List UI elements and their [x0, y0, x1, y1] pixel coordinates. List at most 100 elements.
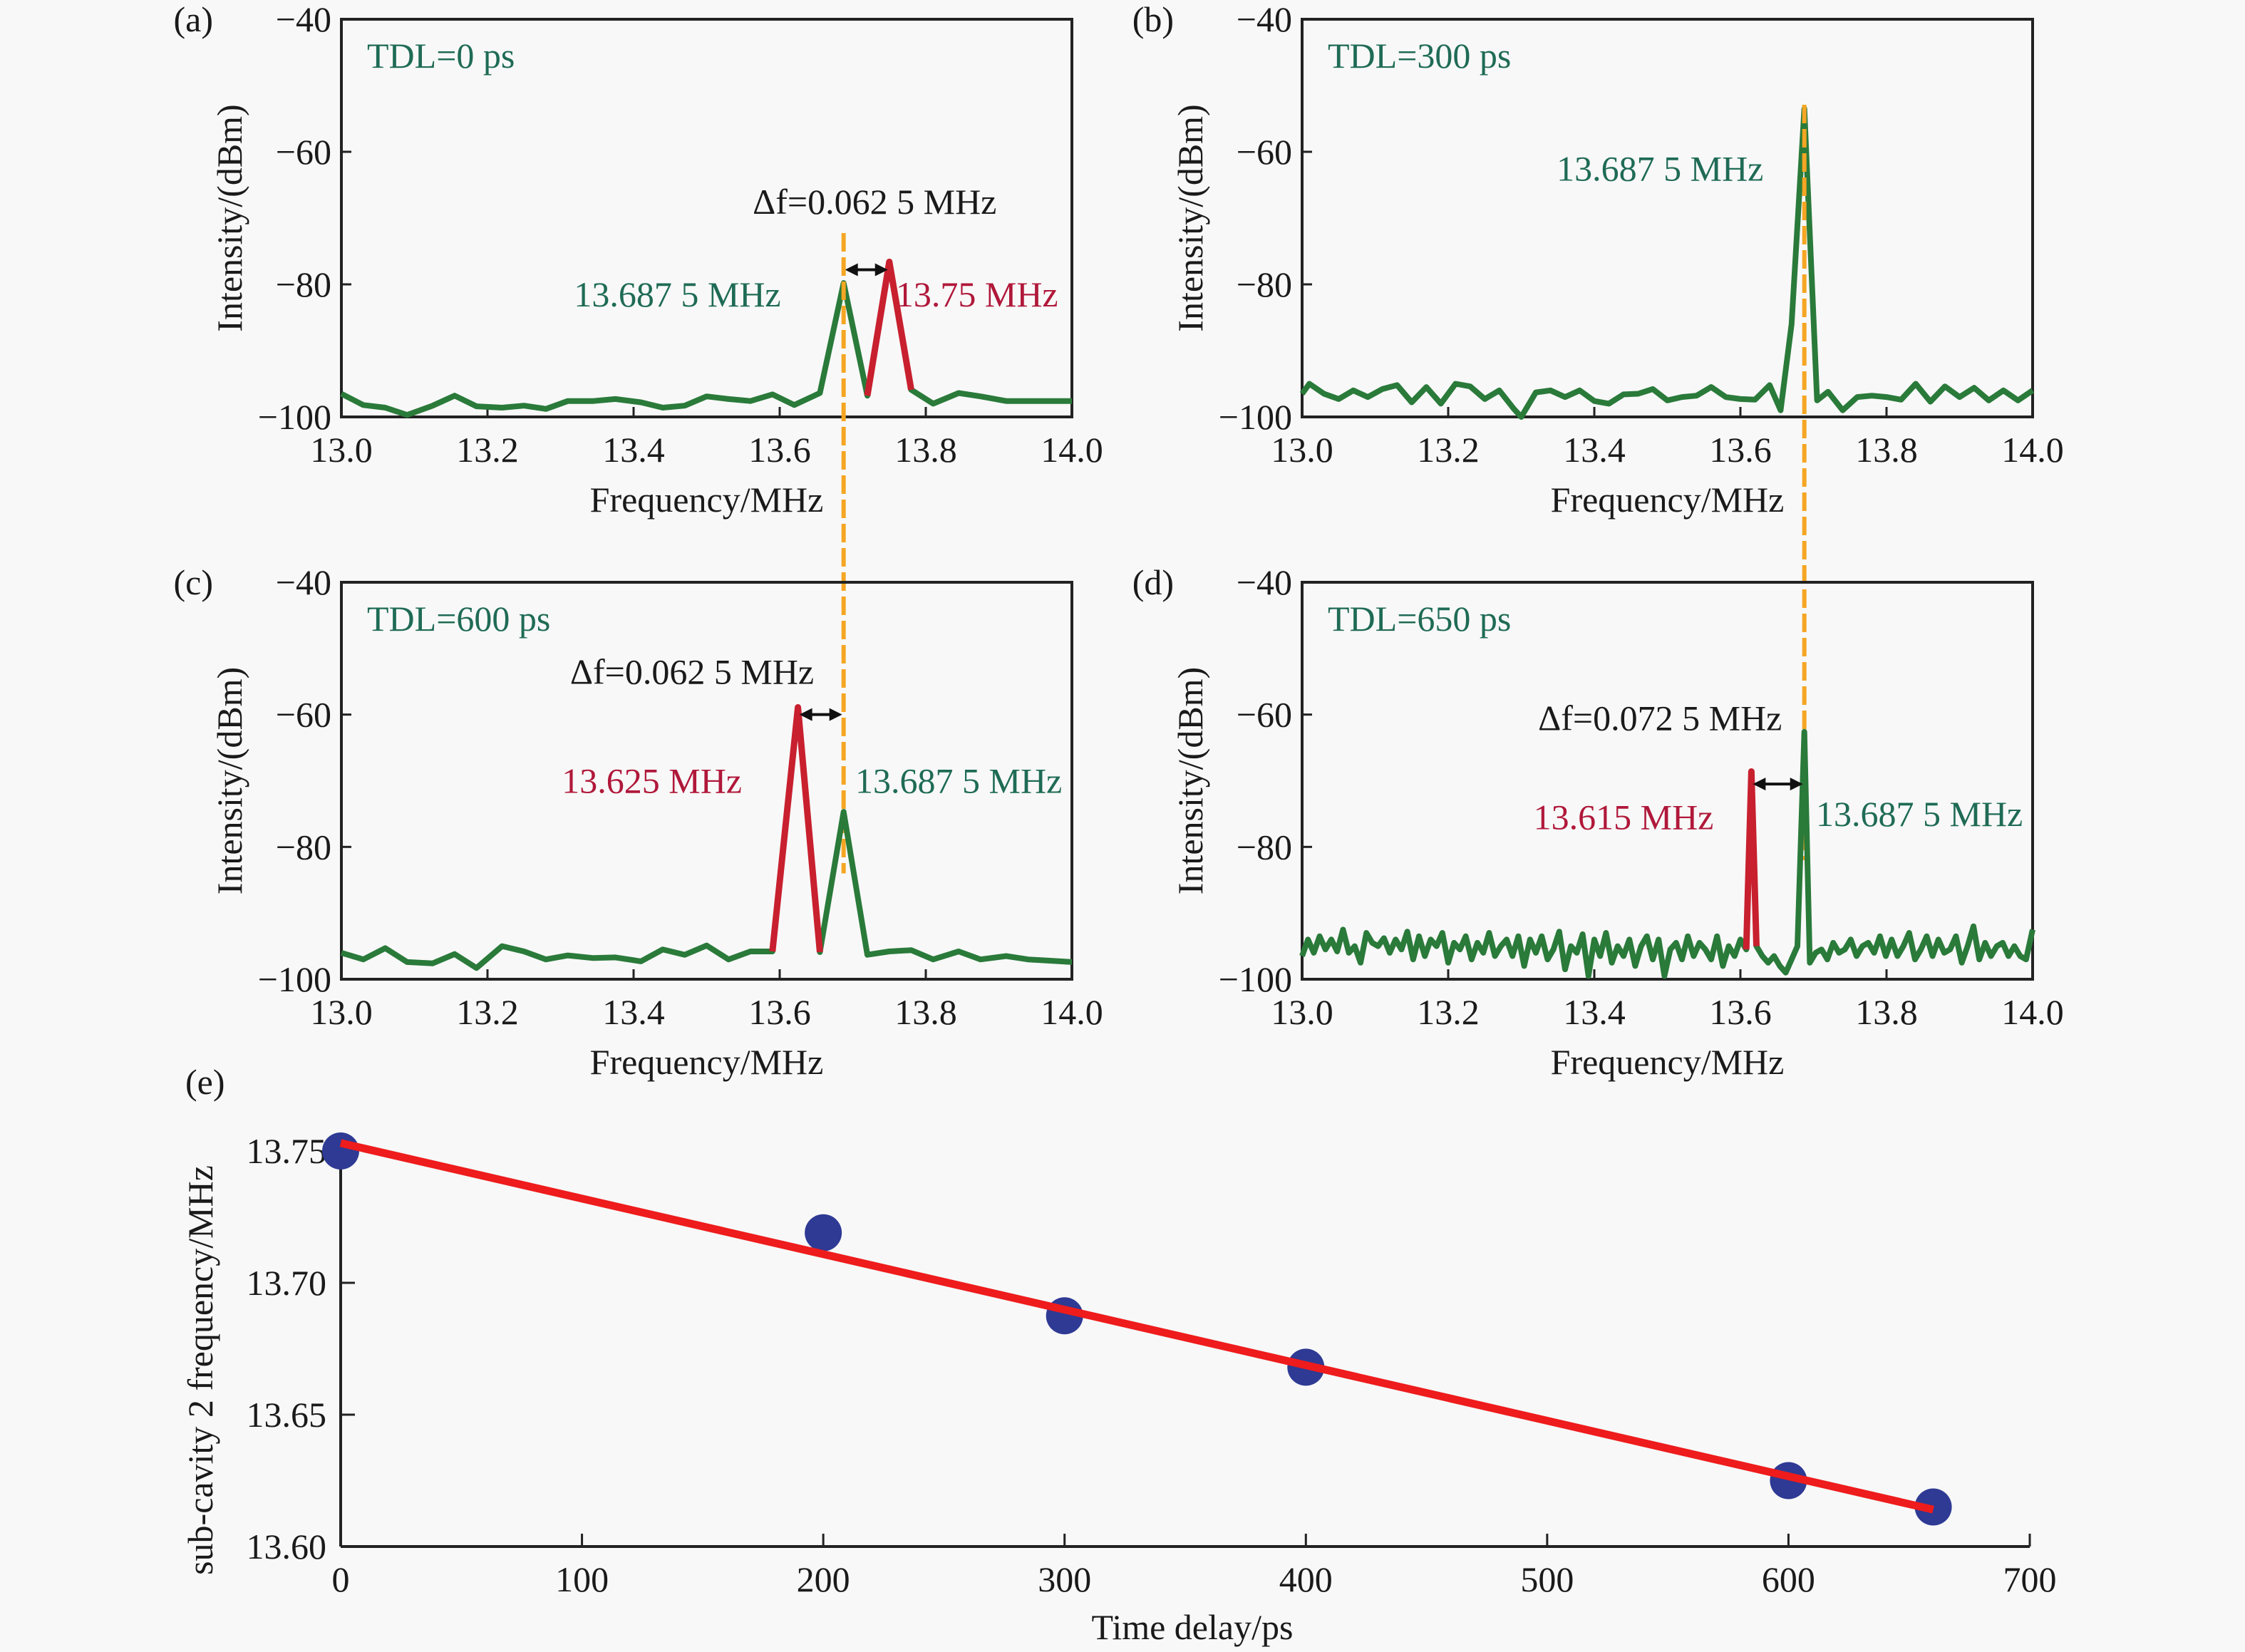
x-tick-label: 14.0 — [1041, 992, 1103, 1032]
data-point — [322, 1132, 359, 1170]
arrow-head-left — [1753, 778, 1766, 791]
panel-d: 13.0 13.2 13.4 13.6 13.8 14.0 −100 −80 −60 −40 (d)… — [1132, 562, 2064, 1082]
spectrum-trace — [340, 259, 1072, 418]
y-tick-label: −40 — [1237, 0, 1292, 39]
x-tick-label: 14.0 — [2001, 430, 2064, 470]
plot-frame — [340, 581, 1073, 981]
x-axis-title: Frequency/MHz — [1551, 1042, 1785, 1082]
panel-label: (a) — [174, 0, 214, 39]
highlight-peak-trace — [769, 704, 823, 953]
linear-fit-line — [339, 1139, 1934, 1514]
annotation-red: 13.615 MHz — [1534, 797, 1714, 837]
annotation-green: 13.687 5 MHz — [855, 761, 1062, 801]
annotation-green: 13.687 5 MHz — [1557, 148, 1763, 188]
x-axis-title: Time delay/ps — [1092, 1607, 1294, 1647]
x-tick-label: 13.2 — [1417, 430, 1480, 470]
annotation-red: 13.625 MHz — [562, 761, 742, 801]
y-tick-label: −80 — [276, 264, 331, 304]
annotation-black: Δf=0.072 5 MHz — [1538, 698, 1782, 738]
arrow-head-left — [799, 708, 812, 721]
x-tick-label: 13.4 — [602, 992, 665, 1032]
x-tick-label: 13.0 — [1271, 430, 1333, 470]
y-tick-label: −60 — [276, 132, 331, 172]
arrow-head-right — [829, 708, 842, 721]
x-tick-label: 13.0 — [310, 430, 373, 470]
x-tick-label: 600 — [1762, 1559, 1815, 1599]
y-tick-label: 13.60 — [247, 1527, 327, 1566]
spectrum-trace — [1299, 728, 2035, 979]
frequency-marker-lines — [841, 105, 1807, 874]
x-tick-label: 13.8 — [894, 992, 957, 1032]
y-tick-label: −100 — [1219, 397, 1292, 437]
annotation-red: 13.75 MHz — [896, 274, 1058, 314]
x-tick-label: 500 — [1520, 1559, 1574, 1599]
spectrum-trace — [1299, 105, 2035, 420]
x-tick-label: 13.0 — [310, 992, 373, 1032]
x-tick-label: 13.4 — [602, 430, 665, 470]
x-tick-label: 700 — [2003, 1559, 2057, 1599]
arrow-head-right — [874, 263, 888, 277]
y-axis-title: Intensity/(dBm) — [1170, 104, 1210, 331]
arrow-head-left — [845, 263, 858, 277]
y-tick-label: −40 — [276, 0, 331, 39]
plot-frame — [340, 18, 1073, 418]
x-tick-label: 13.8 — [1855, 430, 1918, 470]
y-tick-label: −100 — [1219, 959, 1292, 999]
panel-label: (e) — [185, 1062, 225, 1102]
x-axis-title: Frequency/MHz — [1551, 480, 1785, 520]
x-tick-label: 0 — [332, 1559, 350, 1599]
x-tick-label: 13.8 — [894, 430, 957, 470]
y-tick-label: 13.75 — [247, 1131, 327, 1171]
y-tick-label: −80 — [276, 827, 331, 867]
x-tick-label: 13.6 — [748, 992, 811, 1032]
x-tick-label: 400 — [1279, 1559, 1333, 1599]
x-tick-label: 13.2 — [456, 430, 519, 470]
y-axis-title: Intensity/(dBm) — [1170, 667, 1210, 894]
plot-frame — [1301, 581, 2034, 981]
x-tick-label: 300 — [1038, 1559, 1091, 1599]
highlight-peak-trace — [1743, 768, 1760, 950]
y-tick-label: −60 — [276, 695, 331, 735]
y-tick-label: −40 — [1237, 562, 1292, 602]
panel-label: (c) — [174, 562, 214, 602]
x-tick-label: 14.0 — [2001, 992, 2064, 1032]
x-tick-label: 13.4 — [1563, 430, 1626, 470]
x-tick-label: 14.0 — [1041, 430, 1103, 470]
plot-frame — [1301, 18, 2034, 418]
y-tick-label: −100 — [258, 959, 331, 999]
x-tick-label: 13.6 — [1709, 430, 1772, 470]
panel-label: (b) — [1132, 0, 1174, 39]
panel-title: TDL=650 ps — [1328, 599, 1511, 639]
panel-c: 13.0 13.2 13.4 13.6 13.8 14.0 −100 −80 −60 −40 (c)… — [174, 562, 1103, 1082]
x-axis-title: Frequency/MHz — [590, 480, 824, 520]
spectrum-trace — [340, 704, 1073, 971]
x-tick-label: 13.6 — [748, 430, 811, 470]
x-tick-label: 13.2 — [456, 992, 519, 1032]
annotation-black: Δf=0.062 5 MHz — [570, 651, 814, 691]
panel-label: (d) — [1132, 562, 1174, 602]
x-tick-label: 200 — [797, 1559, 850, 1599]
panel-a: 13.0 13.2 13.4 13.6 13.8 14.0 −100 −80 −60 −40 (a)… — [174, 0, 1103, 520]
panel-title: TDL=0 ps — [367, 36, 515, 76]
annotation-green: 13.687 5 MHz — [574, 274, 780, 314]
panel-e: 0 100 200 300 400 500 600 700 13.60 13.65 13.70 13.… — [180, 1062, 2057, 1647]
y-tick-label: −100 — [258, 397, 331, 437]
x-tick-label: 100 — [555, 1559, 609, 1599]
y-tick-label: −80 — [1237, 264, 1292, 304]
x-tick-label: 13.6 — [1709, 992, 1772, 1032]
y-tick-label: 13.65 — [247, 1395, 327, 1435]
arrow-head-right — [1790, 778, 1803, 791]
annotation-black: Δf=0.062 5 MHz — [753, 182, 996, 222]
y-axis-title: Intensity/(dBm) — [210, 104, 249, 331]
panel-title: TDL=300 ps — [1328, 36, 1511, 76]
panel-title: TDL=600 ps — [367, 599, 550, 639]
y-tick-label: −60 — [1237, 132, 1292, 172]
x-tick-label: 13.0 — [1271, 992, 1333, 1032]
data-point — [805, 1214, 842, 1251]
x-axis-title: Frequency/MHz — [590, 1042, 824, 1082]
y-tick-label: −40 — [276, 562, 331, 602]
y-tick-label: 13.70 — [247, 1263, 327, 1303]
y-axis-title: Intensity/(dBm) — [210, 667, 249, 894]
x-tick-label: 13.8 — [1855, 992, 1918, 1032]
